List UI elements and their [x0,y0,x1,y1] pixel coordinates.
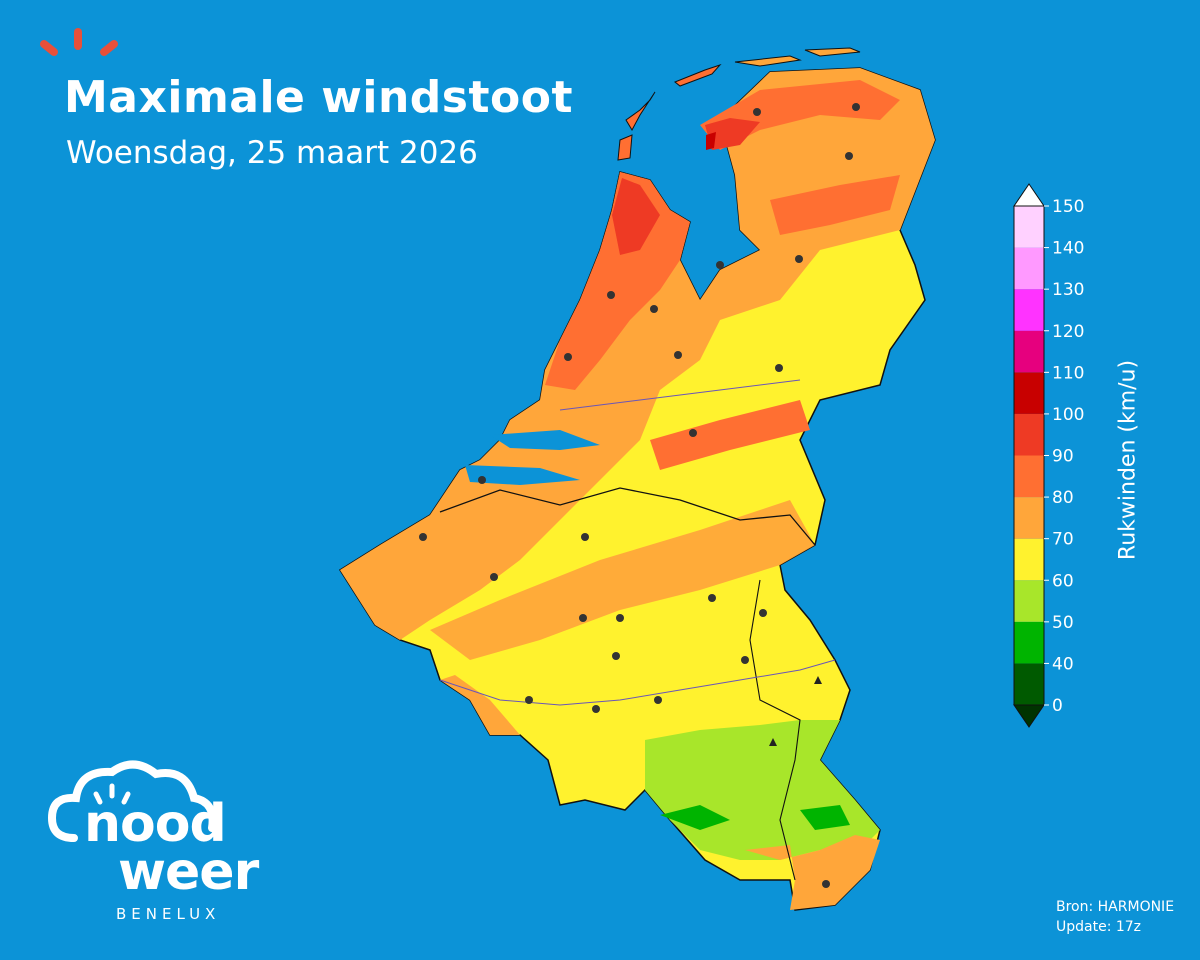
colorbar-tick-label: 110 [1052,363,1084,383]
colorbar-tick-label: 130 [1052,280,1084,300]
map-date: Woensdag, 25 maart 2026 [66,135,478,171]
logo-sun-rays-icon [40,28,118,56]
colorbar-tick-label: 50 [1052,613,1074,633]
colorbar-band [1014,247,1044,290]
colorbar-band [1014,580,1044,622]
logo-word-nood: nood [84,794,227,854]
colorbar-band [1014,621,1044,664]
colorbar-band [1014,455,1044,498]
colorbar-tick-label: 80 [1052,488,1074,508]
colorbar-band [1014,372,1044,414]
logo-word-weer: weer [118,842,259,902]
colorbar-band [1014,538,1044,581]
logo-region: BENELUX [116,905,221,923]
wind-gust-colorbar: 0 40 50 60 70 80 90 100 110 120 130 140 150 [1013,183,1084,728]
colorbar-tick-label: 140 [1052,239,1084,259]
colorbar-band [1014,289,1044,331]
colorbar-tick-label: 40 [1052,654,1074,674]
colorbar-tick-label: 0 [1052,696,1063,716]
colorbar-band [1014,663,1044,705]
source-label: Bron: HARMONIE [1056,899,1175,915]
colorbar-band [1014,497,1044,539]
colorbar-band [1014,206,1044,248]
colorbar-tick-label: 120 [1052,322,1084,342]
update-label: Update: 17z [1056,919,1142,935]
colorbar-band [1014,413,1044,456]
colorbar-tick-label: 100 [1052,405,1084,425]
colorbar-tick-label: 70 [1052,530,1074,550]
colorbar-underflow-arrow [1013,704,1045,728]
colorbar-band [1014,330,1044,373]
colorbar-overflow-arrow [1013,183,1045,207]
colorbar-tick-label: 150 [1052,197,1084,217]
map-title: Maximale windstoot [64,72,573,123]
colorbar-tick-label: 60 [1052,571,1074,591]
colorbar-tick-label: 90 [1052,447,1074,467]
source-info: Bron: HARMONIE Update: 17z [1056,897,1174,937]
colorbar-title: Rukwinden (km/u) [1115,359,1141,561]
noodweer-cloud-logo-icon [47,760,217,842]
